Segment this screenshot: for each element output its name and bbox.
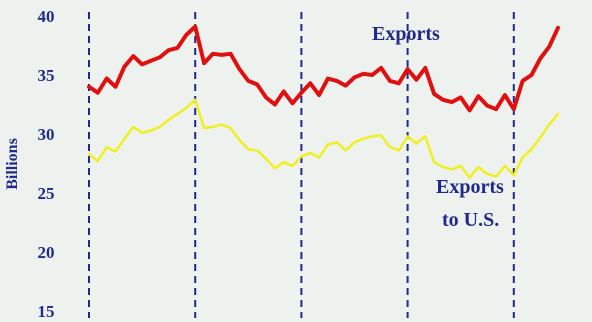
y-tick-label-15: 15 <box>38 302 55 321</box>
y-tick-label-35: 35 <box>38 66 55 85</box>
y-tick-label-25: 25 <box>38 184 55 203</box>
exports-to-us-series-label-line1: Exports <box>436 176 504 198</box>
series-line-exports <box>87 24 560 113</box>
period-dividers <box>88 12 515 318</box>
series-lines <box>87 24 560 179</box>
y-axis-ticks: 15 20 25 30 35 40 <box>38 7 55 321</box>
y-tick-label-30: 30 <box>38 125 55 144</box>
exports-to-us-series-label-line2: to U.S. <box>442 209 499 231</box>
y-tick-label-20: 20 <box>38 243 55 262</box>
y-axis-title: Billions <box>4 138 21 190</box>
series-line-exports-to-us <box>87 98 560 179</box>
exports-series-label: Exports <box>372 23 440 45</box>
y-tick-label-40: 40 <box>38 7 55 26</box>
